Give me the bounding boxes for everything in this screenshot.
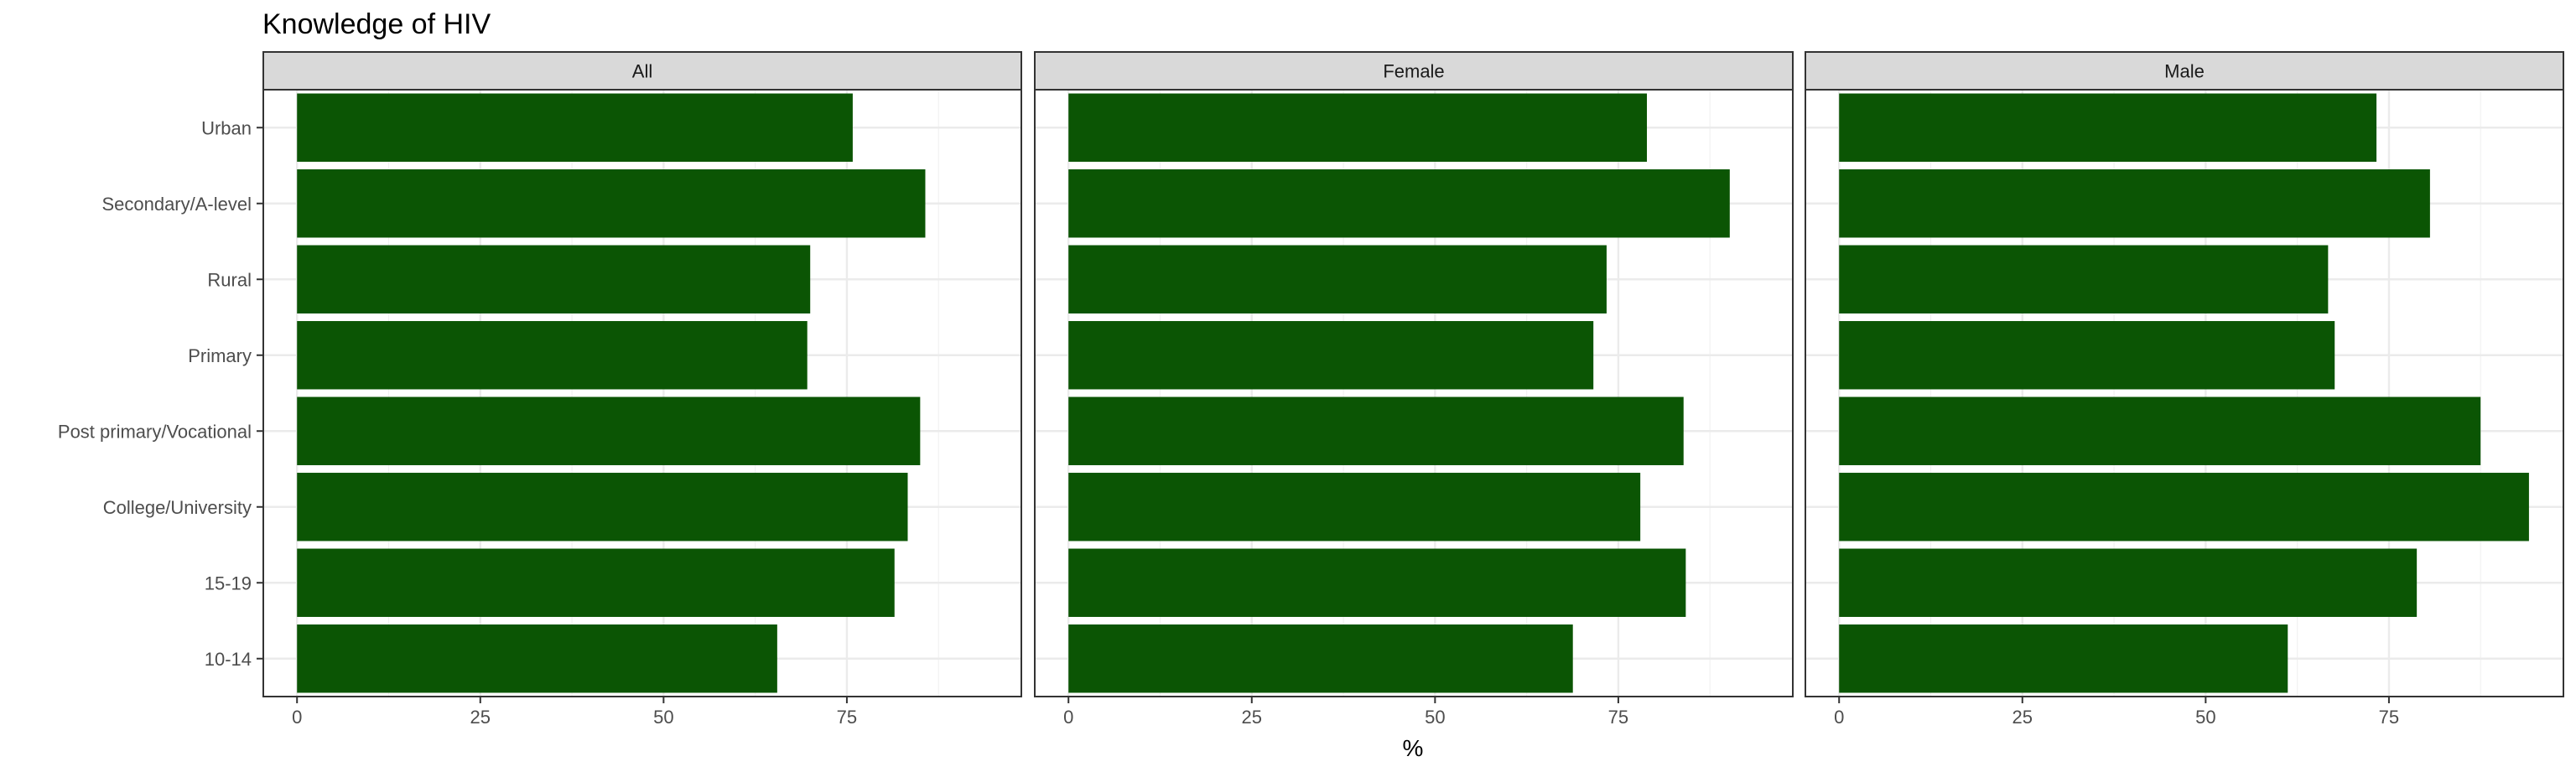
bar-female-primary — [1068, 321, 1594, 390]
bar-female-college-university — [1068, 473, 1641, 541]
facet-strip — [1805, 51, 2564, 91]
facet-panels: All 0 25 50 75 Female 0 25 50 75 Male 0 25 50 75 — [262, 51, 2564, 728]
bar-female-secondary-a-level — [1068, 169, 1730, 238]
bar-female-rural — [1068, 245, 1607, 313]
bar-female-urban — [1068, 93, 1648, 162]
x-tick-label: 0 — [292, 707, 302, 728]
facet-strip-label: Female — [1383, 61, 1444, 82]
y-tick-label: Secondary/A-level — [101, 194, 252, 215]
y-tick-label: Rural — [207, 269, 252, 290]
bar-male-rural — [1839, 245, 2329, 313]
y-tick-label: 15-19 — [205, 573, 252, 593]
facet-strip-label: Male — [2164, 61, 2205, 82]
x-tick-label: 75 — [837, 707, 857, 728]
bar-male-urban — [1839, 93, 2377, 162]
bar-all-secondary-a-level — [297, 169, 926, 238]
x-tick-label: 50 — [653, 707, 673, 728]
bar-all-rural — [297, 245, 811, 313]
bar-all-15-19 — [297, 548, 895, 617]
chart-title: Knowledge of HIV — [262, 8, 491, 40]
facet-panel-female: Female 0 25 50 75 — [1034, 51, 1794, 728]
y-tick-label: College/University — [103, 497, 252, 518]
bar-all-10-14 — [297, 624, 777, 693]
x-tick-label: 25 — [470, 707, 491, 728]
bar-male-post-primary-vocational — [1839, 396, 2481, 465]
x-tick-label: 75 — [1608, 707, 1628, 728]
bar-all-urban — [297, 93, 853, 162]
bar-male-15-19 — [1839, 548, 2418, 617]
facet-strip-label: All — [632, 61, 652, 82]
facet-panel-male: Male 0 25 50 75 — [1805, 51, 2564, 728]
bar-female-post-primary-vocational — [1068, 396, 1684, 465]
bar-female-10-14 — [1068, 624, 1573, 693]
x-tick-label: 25 — [2012, 707, 2033, 728]
x-tick-label: 0 — [1063, 707, 1073, 728]
bar-male-college-university — [1839, 473, 2529, 541]
facet-strip — [262, 51, 1022, 91]
y-tick-label: 10-14 — [205, 649, 252, 670]
x-tick-label: 25 — [1242, 707, 1262, 728]
x-tick-label: 75 — [2379, 707, 2399, 728]
x-tick-label: 50 — [1425, 707, 1445, 728]
bar-male-secondary-a-level — [1839, 169, 2430, 238]
facet-panel-all: All 0 25 50 75 — [262, 51, 1022, 728]
bar-female-15-19 — [1068, 548, 1686, 617]
x-tick-label: 50 — [2195, 707, 2215, 728]
y-tick-label: Primary — [188, 345, 252, 366]
x-tick-label: 0 — [1834, 707, 1844, 728]
bar-male-10-14 — [1839, 624, 2288, 693]
bar-all-college-university — [297, 473, 908, 541]
y-tick-label: Urban — [201, 117, 252, 138]
y-axis: 10-14 15-19 College/University Post primary… — [58, 117, 263, 670]
bar-male-primary — [1839, 321, 2335, 390]
facet-strip — [1034, 51, 1794, 91]
bar-all-primary — [297, 321, 808, 390]
y-tick-label: Post primary/Vocational — [58, 421, 252, 442]
bar-all-post-primary-vocational — [297, 396, 921, 465]
x-axis-title: % — [1403, 735, 1424, 761]
